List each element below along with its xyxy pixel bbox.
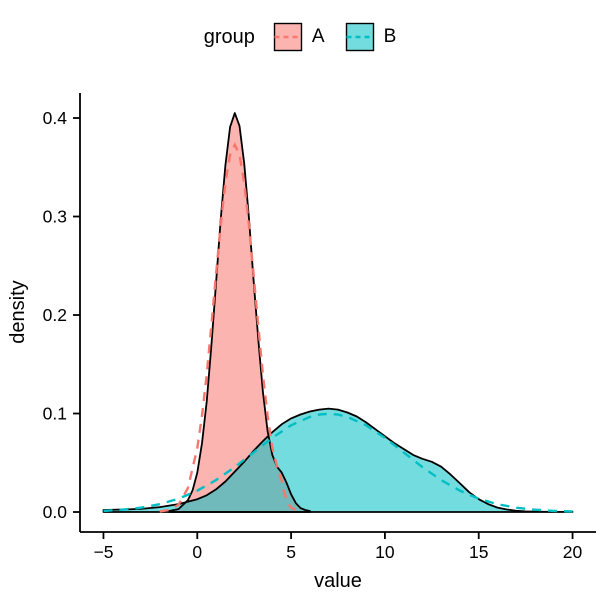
density-outline-B	[102, 407, 574, 513]
density-fill-B	[103, 408, 573, 512]
legend-title: group	[203, 25, 255, 48]
x-tick-label: 0	[192, 542, 202, 562]
axes: −5 0 5 10 15 20 0.0 0.1 0.2 0.3 0.4	[43, 93, 596, 562]
x-tick-label: 5	[286, 542, 296, 562]
density-outlines	[102, 112, 574, 513]
x-axis-title: value	[314, 570, 362, 592]
x-tick-label: 15	[469, 542, 488, 562]
x-tick-label: 10	[375, 542, 395, 562]
y-tick-label: 0.0	[43, 502, 68, 522]
reference-line-A	[159, 142, 301, 513]
legend-entry-A: A	[273, 22, 325, 52]
legend-key-B	[345, 22, 374, 52]
legend-label-B: B	[383, 26, 397, 47]
x-tick-label: −5	[93, 542, 113, 562]
density-fills	[103, 113, 573, 512]
reference-density-lines	[103, 142, 573, 513]
legend-label-A: A	[311, 26, 325, 47]
y-tick-label: 0.3	[43, 207, 67, 227]
legend-key-A	[273, 22, 303, 52]
y-tick-label: 0.1	[43, 404, 67, 424]
density-fill-A	[169, 113, 310, 512]
y-tick-label: 0.2	[43, 305, 67, 325]
reference-line-B	[103, 412, 573, 513]
y-axis-title: density	[7, 280, 29, 343]
density-outline-A	[168, 112, 311, 513]
x-tick-label: 20	[563, 542, 583, 562]
legend-entry-B: B	[345, 22, 397, 52]
y-tick-label: 0.4	[43, 108, 68, 128]
